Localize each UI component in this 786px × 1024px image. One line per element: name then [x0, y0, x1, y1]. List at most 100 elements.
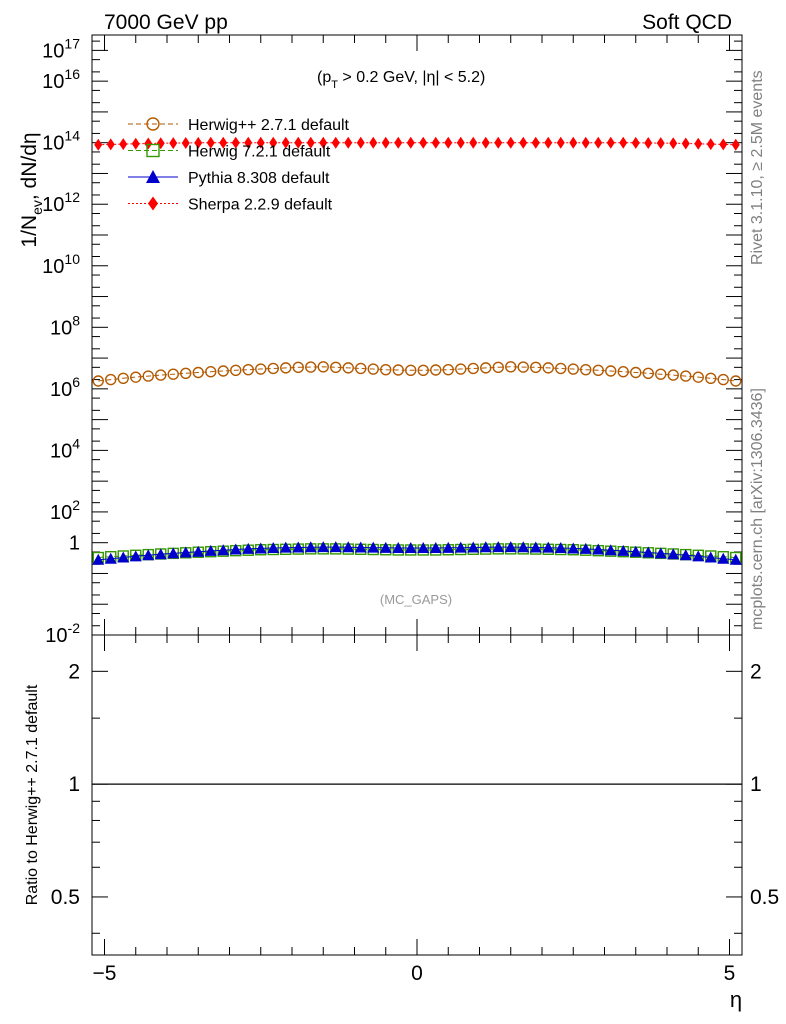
series-line	[98, 548, 736, 558]
data-point	[604, 544, 617, 556]
data-point	[367, 363, 379, 375]
data-point	[617, 366, 629, 378]
data-point	[494, 136, 503, 149]
x-tick-label: 5	[724, 962, 736, 985]
data-point	[731, 138, 740, 151]
data-point	[167, 547, 180, 559]
data-point	[369, 136, 378, 149]
data-point	[154, 548, 167, 560]
data-point	[155, 369, 167, 381]
data-point	[204, 544, 217, 556]
data-point	[417, 542, 430, 554]
data-point	[356, 136, 365, 149]
data-point	[530, 361, 542, 374]
ratio-axis-ticks	[92, 635, 742, 955]
data-point	[230, 364, 242, 377]
legend-entry: Herwig 7.2.1 default	[128, 144, 331, 161]
data-point	[156, 137, 165, 150]
data-point	[304, 541, 317, 553]
main-y-tick-label: 102	[50, 497, 80, 524]
data-point	[492, 361, 504, 374]
data-point	[667, 548, 680, 560]
main-y-tick-labels: 10-2 1 102 104 106 108 1010 1012 1014 1016 1017	[42, 35, 80, 647]
main-y-tick-label: 10-2	[45, 620, 80, 647]
watermark-label: (MC_GAPS)	[380, 592, 452, 607]
legend-marker	[146, 170, 160, 183]
data-point	[104, 552, 117, 564]
data-point	[556, 136, 565, 149]
data-point	[280, 362, 292, 374]
x-tick-label: 0	[411, 962, 423, 985]
cut-annotation: (pT > 0.2 GeV, |η| < 5.2)	[317, 69, 485, 91]
data-point	[467, 362, 479, 375]
data-point	[192, 366, 204, 379]
ratio-y-axis-label: Ratio to Herwig++ 2.7.1 default	[24, 684, 41, 905]
data-point	[130, 371, 142, 383]
data-point	[256, 136, 265, 149]
series-sherpa-2-2-9-default	[94, 136, 740, 151]
legend: Herwig++ 2.7.1 default Herwig 7.2.1 defau…	[128, 117, 350, 214]
data-point	[431, 136, 440, 149]
source-side-label: mcplots.cern.ch [arXiv:1306.3436]	[749, 388, 766, 630]
data-point	[119, 138, 128, 151]
legend-label: Sherpa 2.2.9 default	[188, 197, 333, 214]
series-herwig-7-2-1-default	[92, 543, 742, 564]
data-point	[342, 362, 354, 374]
ratio-y-tick-label: 2	[68, 660, 80, 683]
data-point	[469, 136, 478, 149]
data-point	[206, 136, 215, 149]
data-point	[480, 362, 492, 374]
data-point	[519, 136, 528, 149]
data-point	[279, 541, 292, 553]
data-point	[506, 136, 515, 149]
data-point	[567, 542, 580, 554]
data-point	[355, 362, 367, 375]
data-point	[455, 363, 467, 375]
data-point	[105, 373, 117, 386]
data-point	[117, 551, 130, 563]
data-point	[554, 542, 567, 554]
data-point	[642, 546, 655, 558]
main-axis-ticks	[92, 35, 742, 636]
data-point	[417, 364, 429, 377]
data-point	[255, 363, 267, 375]
data-point	[581, 136, 590, 149]
data-point	[317, 361, 329, 373]
header-left-title: 7000 GeV pp	[104, 11, 228, 34]
ratio-panel: 0.5 0.5 1 1 2 2 Ratio to Herwig++ 2.7.1 defau…	[24, 634, 779, 956]
data-point	[169, 137, 178, 150]
data-point	[619, 136, 628, 149]
legend-entry: Pythia 8.308 default	[128, 170, 330, 187]
data-point	[379, 541, 392, 553]
data-point	[579, 542, 592, 554]
x-axis-label: η	[730, 987, 742, 1012]
main-y-tick-label: 104	[50, 435, 80, 462]
data-point	[517, 361, 529, 373]
data-point	[329, 541, 342, 553]
data-point	[592, 364, 604, 377]
data-point	[180, 367, 192, 380]
data-point	[580, 363, 592, 376]
legend-label: Pythia 8.308 default	[188, 170, 330, 187]
data-point	[706, 138, 715, 151]
series-pythia-8-308-default	[92, 541, 742, 565]
series-line	[98, 546, 736, 561]
header-right-title: Soft QCD	[642, 11, 732, 34]
main-y-tick-label: 1010	[42, 251, 80, 278]
data-point	[592, 543, 605, 555]
ratio-y-tick-label-right: 2	[750, 660, 762, 683]
data-point	[692, 371, 704, 383]
data-point	[92, 375, 104, 387]
data-point	[244, 136, 253, 149]
main-y-tick-label: 1014	[42, 128, 80, 155]
data-point	[344, 136, 353, 149]
ratio-plot-frame	[91, 634, 743, 956]
data-point	[167, 368, 179, 380]
data-point	[656, 137, 665, 150]
data-point	[179, 546, 192, 558]
data-point	[430, 364, 442, 376]
data-point	[442, 363, 454, 376]
data-point	[381, 136, 390, 149]
data-point	[405, 364, 417, 377]
data-point	[654, 547, 667, 559]
